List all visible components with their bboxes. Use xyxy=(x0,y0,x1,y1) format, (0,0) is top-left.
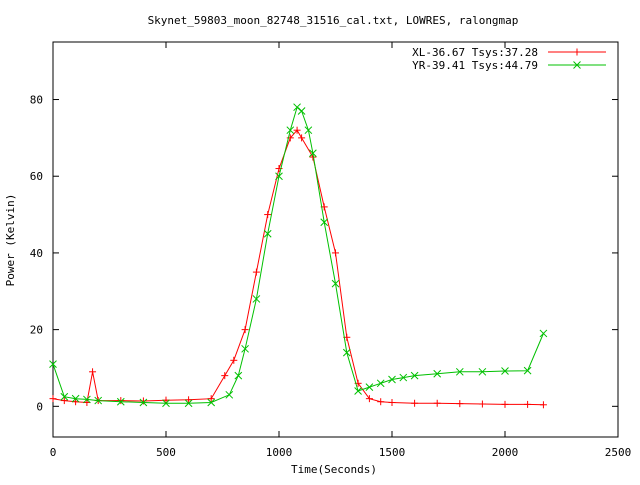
y-tick-label: 40 xyxy=(30,247,43,260)
x-axis-label: Time(Seconds) xyxy=(291,463,377,476)
data-point xyxy=(539,401,547,409)
data-point xyxy=(117,397,125,405)
data-point xyxy=(241,326,249,334)
data-point xyxy=(60,397,68,405)
legend-label: YR-39.41 Tsys:44.79 xyxy=(412,59,538,72)
y-tick-label: 20 xyxy=(30,324,43,337)
series-line xyxy=(52,129,544,406)
y-tick-label: 0 xyxy=(36,400,43,413)
data-point xyxy=(433,369,442,378)
data-point xyxy=(523,366,532,375)
data-point xyxy=(139,397,147,405)
data-point xyxy=(293,126,301,134)
series-line xyxy=(52,106,544,404)
data-point xyxy=(49,360,57,368)
data-point xyxy=(539,329,548,338)
legend-marker xyxy=(573,61,581,69)
data-point xyxy=(433,399,441,407)
data-point xyxy=(264,211,272,219)
legend-label: XL-36.67 Tsys:37.28 xyxy=(412,46,538,59)
data-point xyxy=(207,395,215,403)
y-tick-label: 60 xyxy=(30,170,43,183)
legend-item: YR-39.41 Tsys:44.79 xyxy=(412,59,606,72)
data-point xyxy=(116,397,125,406)
data-point xyxy=(365,395,373,403)
x-tick-label: 500 xyxy=(156,446,176,459)
x-tick-label: 2500 xyxy=(605,446,632,459)
data-point xyxy=(275,172,283,181)
data-point xyxy=(377,398,385,406)
data-point xyxy=(71,394,80,403)
data-point xyxy=(304,126,313,135)
data-point xyxy=(456,400,464,408)
data-point xyxy=(501,367,509,375)
data-point xyxy=(83,395,91,404)
data-point xyxy=(478,367,487,376)
x-tick-label: 1000 xyxy=(266,446,293,459)
data-point xyxy=(263,229,272,238)
data-point xyxy=(410,371,419,380)
data-point xyxy=(252,295,261,303)
data-point xyxy=(225,390,234,399)
data-point xyxy=(297,107,306,115)
data-point xyxy=(332,249,339,257)
plot-frame xyxy=(52,41,619,438)
data-point xyxy=(234,371,243,380)
legend-item: XL-36.67 Tsys:37.28 xyxy=(412,46,606,59)
data-point xyxy=(162,396,170,404)
data-point xyxy=(49,395,57,403)
data-point xyxy=(83,398,91,406)
data-point xyxy=(342,348,351,357)
data-point xyxy=(388,398,396,406)
data-point xyxy=(162,399,170,408)
x-tick-label: 2000 xyxy=(492,446,519,459)
data-point xyxy=(72,398,80,406)
data-point xyxy=(524,400,532,408)
chart-title: Skynet_59803_moon_82748_31516_cal.txt, L… xyxy=(148,14,519,27)
data-point xyxy=(252,268,260,276)
data-point xyxy=(376,379,385,388)
series-1 xyxy=(49,126,547,409)
data-point xyxy=(354,387,362,395)
axis-ticks: 0 500 1000 1500 2000 2500 0 20 40 60 80 xyxy=(30,42,632,459)
y-tick-label: 80 xyxy=(30,94,43,107)
data-point xyxy=(221,372,229,380)
data-point xyxy=(185,396,193,404)
data-point xyxy=(399,373,408,382)
series-2 xyxy=(49,103,548,408)
data-point xyxy=(388,375,396,384)
data-point xyxy=(89,368,97,376)
data-point xyxy=(139,398,148,407)
data-point xyxy=(478,400,486,408)
data-point xyxy=(241,344,249,353)
data-point xyxy=(320,218,329,227)
legend-marker xyxy=(573,48,581,56)
x-tick-label: 1500 xyxy=(379,446,406,459)
data-point xyxy=(60,392,69,401)
data-point xyxy=(455,367,464,376)
data-point xyxy=(365,383,374,391)
y-axis-label: Power (Kelvin) xyxy=(4,194,17,287)
data-point xyxy=(230,356,238,364)
data-point xyxy=(309,149,317,158)
data-point xyxy=(501,400,509,408)
data-point xyxy=(411,399,419,407)
data-point xyxy=(331,279,340,288)
data-point xyxy=(298,134,306,142)
x-tick-label: 0 xyxy=(50,446,57,459)
series-layer xyxy=(49,103,548,409)
data-point xyxy=(207,398,216,407)
data-point xyxy=(94,396,103,405)
data-point xyxy=(286,126,295,135)
data-point xyxy=(184,399,193,408)
